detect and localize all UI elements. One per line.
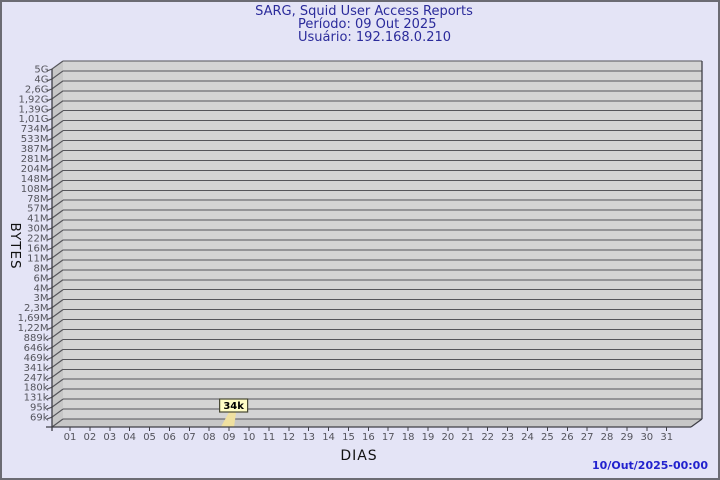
x-tick-label: 24 [521,432,534,443]
x-tick-label: 06 [163,432,176,443]
x-tick-label: 19 [422,432,435,443]
x-tick-label: 05 [143,432,156,443]
y-tick-label: 533M [21,134,49,145]
x-tick-label: 25 [541,432,554,443]
y-tick-label: 6M [34,273,49,284]
day-bar [221,412,237,427]
x-tick-label: 29 [621,432,634,443]
x-tick-label: 28 [601,432,614,443]
x-tick-label: 26 [561,432,574,443]
gridlines [63,60,702,420]
y-tick-label: 341k [24,363,49,374]
x-tick-label: 16 [362,432,375,443]
y-tick-label: 22M [27,234,48,245]
y-tick-label: 1,22M [18,323,49,334]
y-tick-label: 4G [34,74,48,85]
y-tick-label: 108M [21,184,49,195]
y-tick-label: 1,69M [18,313,49,324]
y-tick-label: 281M [21,154,49,165]
x-tick-label: 07 [183,432,196,443]
y-tick-label: 8M [34,263,49,274]
x-tick-label: 09 [223,432,236,443]
y-tick-label: 69k [30,413,49,424]
x-axis-ticks [69,427,668,431]
y-tick-label: 16M [27,244,48,255]
plot-floor [52,419,702,427]
x-tick-label: 27 [581,432,594,443]
y-tick-label: 1,92G [18,94,48,105]
bar-value-callout [219,398,249,413]
x-tick-label: 08 [203,432,216,443]
report-timestamp: 10/Out/2025-00:00 [592,459,708,472]
y-tick-label: 95k [30,403,49,414]
y-tick-label: 1,01G [18,114,48,125]
x-tick-label: 13 [302,432,315,443]
x-tick-label: 18 [402,432,415,443]
x-tick-label: 17 [382,432,395,443]
x-tick-label: 15 [342,432,355,443]
bar-value-label: 34k [223,401,244,412]
y-tick-label: 57M [27,204,48,215]
y-tick-label: 41M [27,214,48,225]
y-tick-label: 131k [24,393,49,404]
x-tick-label: 02 [84,432,97,443]
y-tick-label: 2,3M [24,303,49,314]
x-tick-label: 31 [660,432,673,443]
y-tick-label: 889k [24,333,49,344]
y-axis-labels: 5G4G2,6G1,92G1,39G1,01G734M533M387M281M2… [18,65,49,424]
y-tick-label: 148M [21,174,49,185]
y-tick-label: 4M [34,283,49,294]
y-tick-label: 646k [24,343,49,354]
y-tick-label: 469k [24,353,49,364]
x-tick-label: 03 [103,432,116,443]
y-tick-label: 180k [24,383,49,394]
x-axis-title: DIAS [340,448,377,464]
x-tick-label: 14 [322,432,335,443]
x-tick-label: 10 [243,432,256,443]
y-tick-label: 78M [27,194,48,205]
x-tick-label: 23 [501,432,514,443]
x-tick-label: 22 [481,432,494,443]
y-tick-label: 11M [27,253,48,264]
y-tick-label: 387M [21,144,49,155]
y-tick-label: 30M [27,224,48,235]
y-tick-label: 734M [21,124,49,135]
x-tick-label: 12 [282,432,295,443]
x-axis-labels: 01 02 03 04 05 06 07 08 09 10 11 12 13 14 15 16 17 18 19 20… [64,432,673,443]
y-tick-label: 247k [24,373,49,384]
y-tick-label: 1,39G [18,104,48,115]
y-tick-label: 3M [34,293,49,304]
y-axis-title: BYTES [7,222,23,269]
x-tick-label: 11 [263,432,276,443]
x-tick-label: 04 [123,432,136,443]
x-tick-label: 20 [442,432,455,443]
x-tick-label: 21 [461,432,474,443]
y-tick-label: 204M [21,164,49,175]
y-tick-label: 5G [34,65,48,76]
x-tick-label: 01 [64,432,77,443]
y-tick-label: 2,6G [25,84,49,95]
x-tick-label: 30 [640,432,653,443]
